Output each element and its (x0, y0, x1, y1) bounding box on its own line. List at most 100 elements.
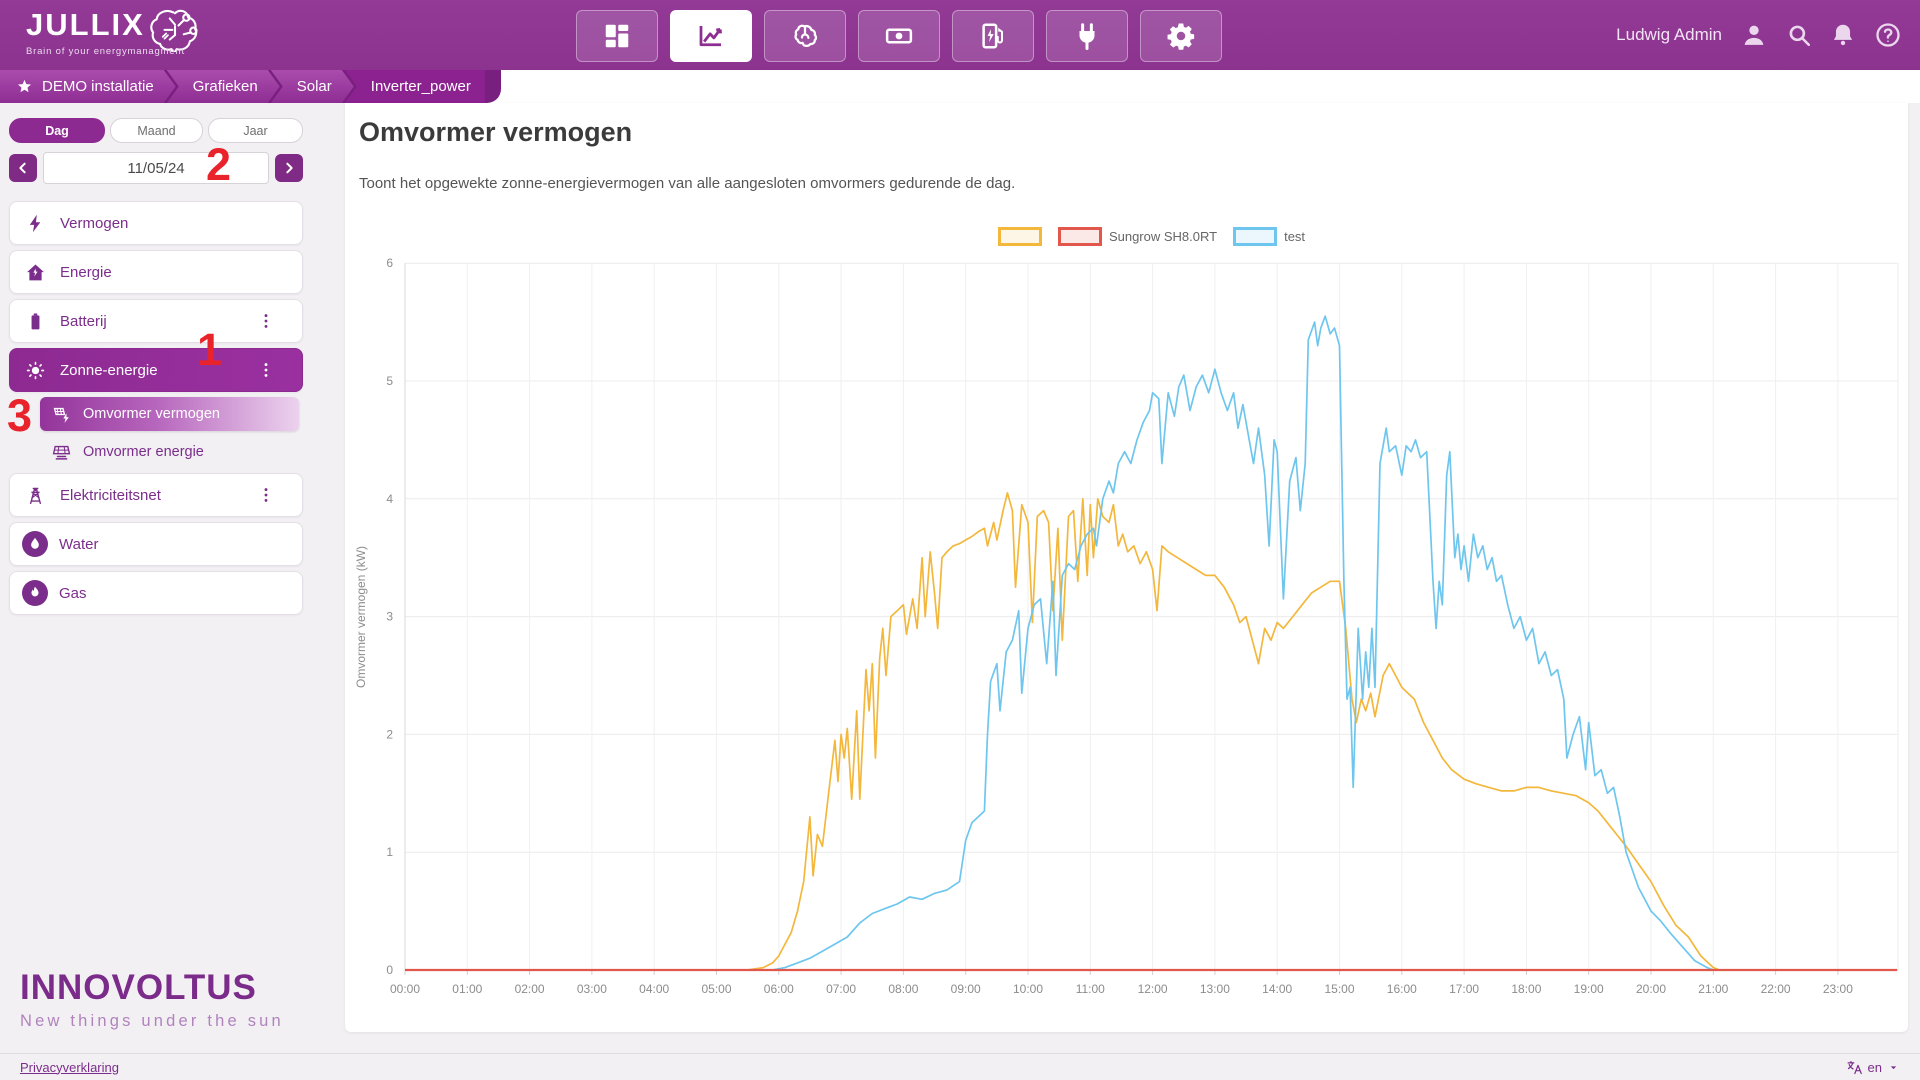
kebab-menu-icon[interactable] (256, 485, 276, 505)
dashboard-icon (602, 21, 632, 51)
sidebar-menu: Vermogen Energie Batterij Zonne-energie Omvo… (9, 201, 303, 615)
privacy-link[interactable]: Privacyverklaring (20, 1059, 119, 1075)
page-title: Omvormer vermogen (359, 117, 633, 147)
brain-logo-icon (147, 6, 203, 52)
sidebar-item-vermogen[interactable]: Vermogen (9, 201, 303, 245)
top-header: JULLIX Brain of your energymanagment Lud… (0, 0, 1920, 70)
legend-swatch (1233, 227, 1278, 246)
breadcrumb-label: Solar (296, 78, 332, 95)
sidebar-item-gas[interactable]: Gas (9, 571, 303, 615)
money-icon (884, 21, 914, 51)
x-tick-label: 22:00 (1761, 982, 1791, 996)
sidebar-item-energie[interactable]: Energie (9, 250, 303, 294)
breadcrumb-demo-installatie[interactable]: DEMO installatie (0, 70, 176, 103)
kebab-menu-icon[interactable] (256, 360, 276, 380)
nav-button-settings[interactable] (1140, 10, 1222, 62)
app-logo-title: JULLIX (26, 7, 145, 42)
nav-button-ev-charging[interactable] (952, 10, 1034, 62)
legend-item-test[interactable]: test (1233, 227, 1305, 246)
next-day-button[interactable] (275, 154, 303, 182)
sidebar-item-water[interactable]: Water (9, 522, 303, 566)
battery-icon (25, 311, 46, 332)
sidebar-item-label: Vermogen (60, 214, 129, 232)
sidebar-item-batterij[interactable]: Batterij (9, 299, 303, 343)
period-tabs: Dag Maand Jaar (9, 118, 303, 143)
search-icon[interactable] (1786, 22, 1812, 48)
x-tick-label: 14:00 (1262, 982, 1292, 996)
power-tower-icon (25, 485, 46, 506)
breadcrumb-label: DEMO installatie (42, 78, 154, 95)
sidebar-subitem-label: Omvormer energie (83, 444, 204, 460)
sidebar-item-label: Energie (60, 263, 112, 281)
sidebar-subitem-omvormer-vermogen[interactable]: Omvormer vermogen (40, 397, 299, 431)
x-tick-label: 21:00 (1698, 982, 1728, 996)
nav-button-devices[interactable] (1046, 10, 1128, 62)
chart-card: Omvormer vermogen Toont het opgewekte zo… (345, 103, 1908, 1032)
sidebar-item-label: Zonne-energie (60, 361, 158, 379)
gear-icon (1166, 21, 1196, 51)
previous-day-button[interactable] (9, 154, 37, 182)
x-tick-label: 16:00 (1387, 982, 1417, 996)
series-line-unnamed (405, 492, 1898, 971)
breadcrumb-solar[interactable]: Solar (271, 70, 354, 103)
ev-charger-icon (978, 21, 1008, 51)
innovoltus-tagline: New things under the sun (20, 1012, 284, 1030)
x-tick-label: 17:00 (1449, 982, 1479, 996)
sun-icon (25, 360, 46, 381)
breadcrumb-inverter-power[interactable]: Inverter_power (344, 70, 485, 103)
nav-button-ai-brain[interactable] (764, 10, 846, 62)
period-tab-maand[interactable]: Maand (110, 118, 203, 143)
nav-button-dashboard[interactable] (576, 10, 658, 62)
y-tick-label: 3 (386, 610, 393, 624)
user-name[interactable]: Ludwig Admin (1616, 25, 1722, 44)
kebab-menu-icon[interactable] (256, 311, 276, 331)
x-tick-label: 13:00 (1200, 982, 1230, 996)
bell-icon[interactable] (1830, 22, 1856, 48)
legend-item-sungrow-sh8-0rt[interactable]: Sungrow SH8.0RT (1057, 227, 1218, 246)
lightning-icon (25, 213, 46, 234)
language-selector[interactable]: en (1846, 1059, 1900, 1076)
breadcrumb-grafieken[interactable]: Grafieken (167, 70, 280, 103)
x-tick-label: 19:00 (1574, 982, 1604, 996)
x-tick-label: 05:00 (701, 982, 731, 996)
period-tab-jaar[interactable]: Jaar (208, 118, 303, 143)
date-input[interactable] (43, 152, 269, 184)
person-icon[interactable] (1740, 21, 1768, 49)
x-tick-label: 10:00 (1013, 982, 1043, 996)
sidebar-item-label: Elektriciteitsnet (60, 486, 161, 504)
help-icon[interactable] (1874, 21, 1902, 49)
footer: Privacyverklaring en (0, 1053, 1920, 1080)
app-logo-tagline: Brain of your energymanagment (26, 46, 185, 57)
x-tick-label: 23:00 (1823, 982, 1853, 996)
sidebar-item-label: Water (59, 535, 99, 553)
y-tick-label: 2 (386, 727, 393, 741)
gas-flame-icon-badge (22, 580, 48, 606)
period-tab-dag[interactable]: Dag (9, 118, 105, 143)
legend-item-unnamed[interactable] (997, 227, 1042, 246)
solar-energy-icon (52, 443, 71, 462)
y-tick-label: 1 (386, 845, 393, 859)
brain-icon (790, 21, 820, 51)
sidebar-subitem-label: Omvormer vermogen (83, 406, 220, 422)
line-chart-icon (696, 21, 726, 51)
x-tick-label: 07:00 (826, 982, 856, 996)
breadcrumb-label: Grafieken (192, 78, 258, 95)
sidebar-item-zonne-energie[interactable]: Zonne-energie (9, 348, 303, 392)
x-tick-label: 20:00 (1636, 982, 1666, 996)
x-tick-label: 00:00 (390, 982, 420, 996)
translate-icon (1846, 1059, 1863, 1076)
nav-button-charts[interactable] (670, 10, 752, 62)
x-tick-label: 02:00 (515, 982, 545, 996)
breadcrumb: DEMO installatie Grafieken Solar Inverter_p… (0, 70, 501, 103)
y-tick-label: 5 (386, 374, 393, 388)
x-tick-label: 06:00 (764, 982, 794, 996)
sidebar-item-elektriciteitsnet[interactable]: Elektriciteitsnet (9, 473, 303, 517)
nav-button-finance[interactable] (858, 10, 940, 62)
date-navigator (9, 152, 303, 184)
sidebar-subitem-omvormer-energie[interactable]: Omvormer energie (40, 437, 299, 467)
y-tick-label: 4 (386, 492, 393, 506)
legend-swatch (1057, 227, 1102, 246)
legend-label: Sungrow SH8.0RT (1108, 229, 1218, 244)
